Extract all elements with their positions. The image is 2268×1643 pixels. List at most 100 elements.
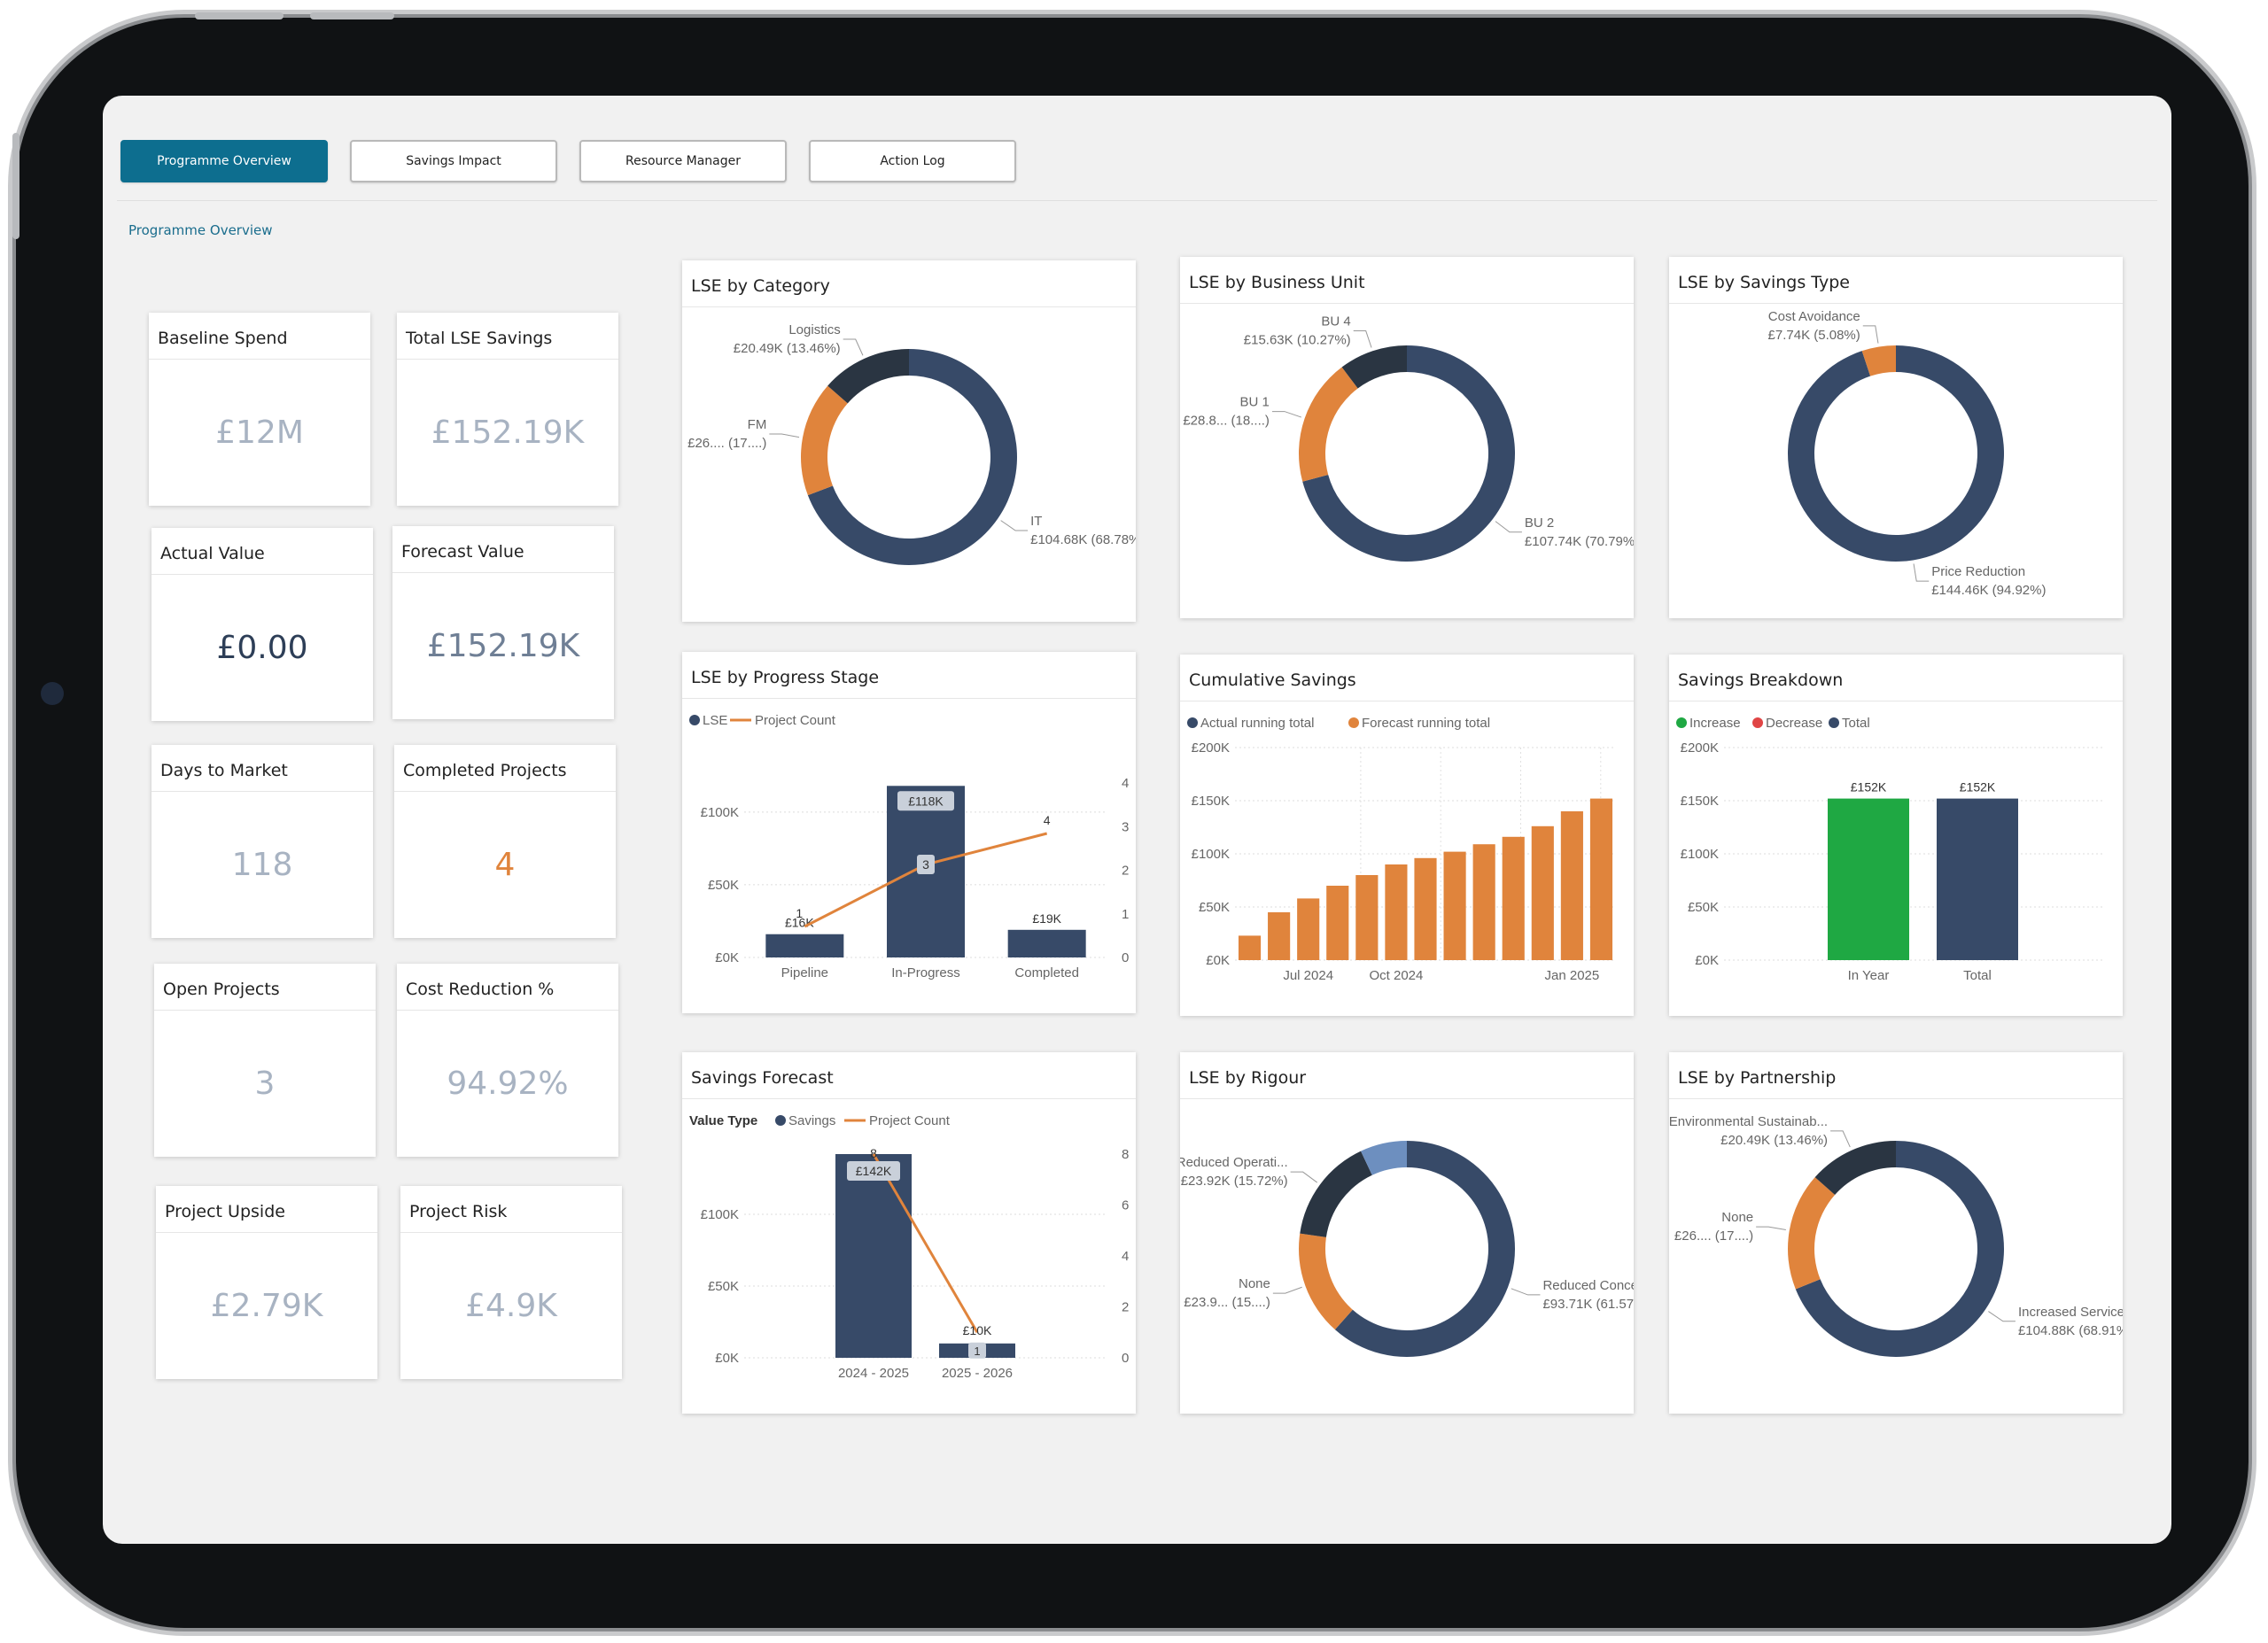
legend-dot — [1829, 717, 1839, 728]
data-label: £142K — [856, 1164, 892, 1178]
card-header: Completed Projects — [394, 745, 616, 792]
slice-label: Cost Avoidance — [1768, 309, 1860, 324]
card-header: Cost Reduction % — [397, 964, 618, 1011]
chart-svg: IT £104.68K (68.78%) FM £26.... (17....) Log… — [687, 322, 1136, 565]
bar — [1414, 857, 1437, 960]
kpi-title: Days to Market — [160, 761, 288, 780]
legend-dot — [775, 1115, 786, 1126]
chart-card-lse-by-business-unit[interactable]: LSE by Business Unit BU 2 £107.74K (70.79… — [1180, 257, 1634, 618]
kpi-card-project-risk[interactable]: Project Risk £4.9K — [400, 1186, 622, 1379]
leader-line — [1511, 1288, 1541, 1296]
card-header: Forecast Value — [392, 526, 614, 573]
bar — [1007, 929, 1086, 957]
kpi-title: Forecast Value — [401, 542, 524, 562]
slice-label: None — [1239, 1276, 1270, 1291]
bar — [1589, 798, 1613, 960]
x-tick-label: Jan 2025 — [1545, 968, 1600, 983]
data-label-bg — [897, 791, 954, 811]
tab-savings-impact[interactable]: Savings Impact — [350, 140, 557, 182]
chart-card-lse-by-category[interactable]: LSE by Category IT £104.68K (68.78%) FM £26… — [682, 260, 1136, 622]
kpi-title: Actual Value — [160, 544, 265, 563]
data-label: £10K — [963, 1323, 992, 1337]
kpi-value: £0.00 — [216, 629, 308, 666]
slice-value-label: £20.49K (13.46%) — [1720, 1133, 1828, 1148]
x-tick-label: 2025 - 2026 — [942, 1366, 1013, 1381]
tab-resource-manager[interactable]: Resource Manager — [579, 140, 787, 182]
kpi-card-completed-projects[interactable]: Completed Projects 4 — [394, 745, 616, 938]
chart-card-savings-forecast[interactable]: Savings Forecast Value Type Savings Projec… — [682, 1052, 1136, 1414]
x-tick-label: In-Progress — [891, 965, 960, 980]
leader-line — [1756, 1226, 1786, 1230]
legend-label: Project Count — [755, 713, 836, 728]
kpi-card-total-lse-savings[interactable]: Total LSE Savings £152.19K — [397, 313, 618, 506]
data-label: £152K — [1960, 780, 1996, 794]
y2-tick-label: 6 — [1122, 1198, 1129, 1213]
y-tick-label: £0K — [715, 1351, 739, 1366]
slice-label: Increased Service — [2018, 1305, 2123, 1320]
kpi-value: 118 — [231, 846, 293, 883]
x-tick-label: In Year — [1848, 968, 1890, 983]
y-tick-label: £150K — [1681, 794, 1719, 809]
legend-label: Total — [1842, 716, 1870, 731]
kpi-card-actual-value[interactable]: Actual Value £0.00 — [151, 528, 373, 721]
chart-svg: Price Reduction £144.46K (94.92%) Cost Avo… — [1768, 309, 2047, 598]
bar — [1443, 851, 1466, 960]
bar — [1828, 798, 1909, 960]
kpi-card-days-to-market[interactable]: Days to Market 118 — [151, 745, 373, 938]
slice-label: Price Reduction — [1931, 564, 2025, 579]
bar — [765, 934, 844, 957]
card-header: Cumulative Savings — [1180, 655, 1634, 701]
bar — [1560, 811, 1583, 960]
chart-title: LSE by Rigour — [1189, 1068, 1307, 1088]
legend-label: LSE — [703, 713, 727, 728]
kpi-card-open-projects[interactable]: Open Projects 3 — [154, 964, 376, 1157]
tab-action-log[interactable]: Action Log — [809, 140, 1016, 182]
y-tick-label: £150K — [1192, 794, 1230, 809]
kpi-value: 3 — [254, 1065, 276, 1102]
y-tick-label: £0K — [715, 950, 739, 965]
slice-value-label: £7.74K (5.08%) — [1768, 328, 1860, 343]
donut-slice — [1788, 345, 2004, 562]
chart-card-cumulative-savings[interactable]: Cumulative Savings Actual running total F… — [1180, 655, 1634, 1016]
y-tick-label: £50K — [708, 878, 739, 893]
leader-line — [1353, 330, 1372, 348]
y-tick-label: £0K — [1206, 953, 1230, 968]
slice-label: Reduced Operati... — [1180, 1155, 1288, 1170]
y2-tick-label: 8 — [1122, 1147, 1129, 1162]
card-header: Project Upside — [156, 1186, 377, 1233]
card-header: Baseline Spend — [149, 313, 370, 360]
chart-svg: LSE Project Count £0K £50K £100K 0 1 2 3 4 Pipelin… — [689, 713, 1129, 980]
line-label: 8 — [870, 1146, 877, 1160]
kpi-card-forecast-value[interactable]: Forecast Value £152.19K — [392, 526, 614, 719]
tab-programme-overview[interactable]: Programme Overview — [120, 140, 328, 182]
y-tick-label: £100K — [701, 805, 739, 820]
kpi-card-project-upside[interactable]: Project Upside £2.79K — [156, 1186, 377, 1379]
leader-line — [1271, 411, 1301, 418]
chart-card-savings-breakdown[interactable]: Savings Breakdown Increase Decrease Total £… — [1669, 655, 2123, 1016]
y-tick-label: £200K — [1192, 740, 1230, 756]
leader-line — [769, 433, 800, 438]
y-tick-label: £0K — [1695, 953, 1719, 968]
volume-button — [310, 12, 394, 19]
kpi-value: £2.79K — [210, 1287, 323, 1324]
donut-slice — [827, 349, 909, 404]
chart-card-lse-by-partnership[interactable]: LSE by Partnership Increased Service £104… — [1669, 1052, 2123, 1414]
chart-svg: Reduced Concentration ... £93.71K (61.57%… — [1180, 1141, 1634, 1357]
donut-slice — [1300, 1151, 1372, 1237]
chart-card-lse-by-savings-type[interactable]: LSE by Savings Type Price Reduction £144.… — [1669, 257, 2123, 618]
chart-card-lse-by-rigour[interactable]: LSE by Rigour Reduced Concentration ... £… — [1180, 1052, 1634, 1414]
divider — [117, 200, 2157, 201]
card-header: Savings Forecast — [682, 1052, 1136, 1099]
card-header: Total LSE Savings — [397, 313, 618, 360]
breadcrumb[interactable]: Programme Overview — [128, 222, 273, 238]
chart-card-lse-by-progress-stage[interactable]: LSE by Progress Stage LSE Project Count £0… — [682, 652, 1136, 1013]
data-label-bg — [847, 1161, 900, 1181]
bar — [1355, 875, 1379, 960]
x-tick-label: 2024 - 2025 — [838, 1366, 909, 1381]
kpi-card-cost-reduction[interactable]: Cost Reduction % 94.92% — [397, 964, 618, 1157]
kpi-card-baseline-spend[interactable]: Baseline Spend £12M — [149, 313, 370, 506]
leader-line — [1830, 1130, 1851, 1148]
y2-tick-label: 2 — [1122, 1300, 1129, 1315]
card-header: LSE by Category — [682, 260, 1136, 307]
slice-label: IT — [1030, 514, 1042, 529]
